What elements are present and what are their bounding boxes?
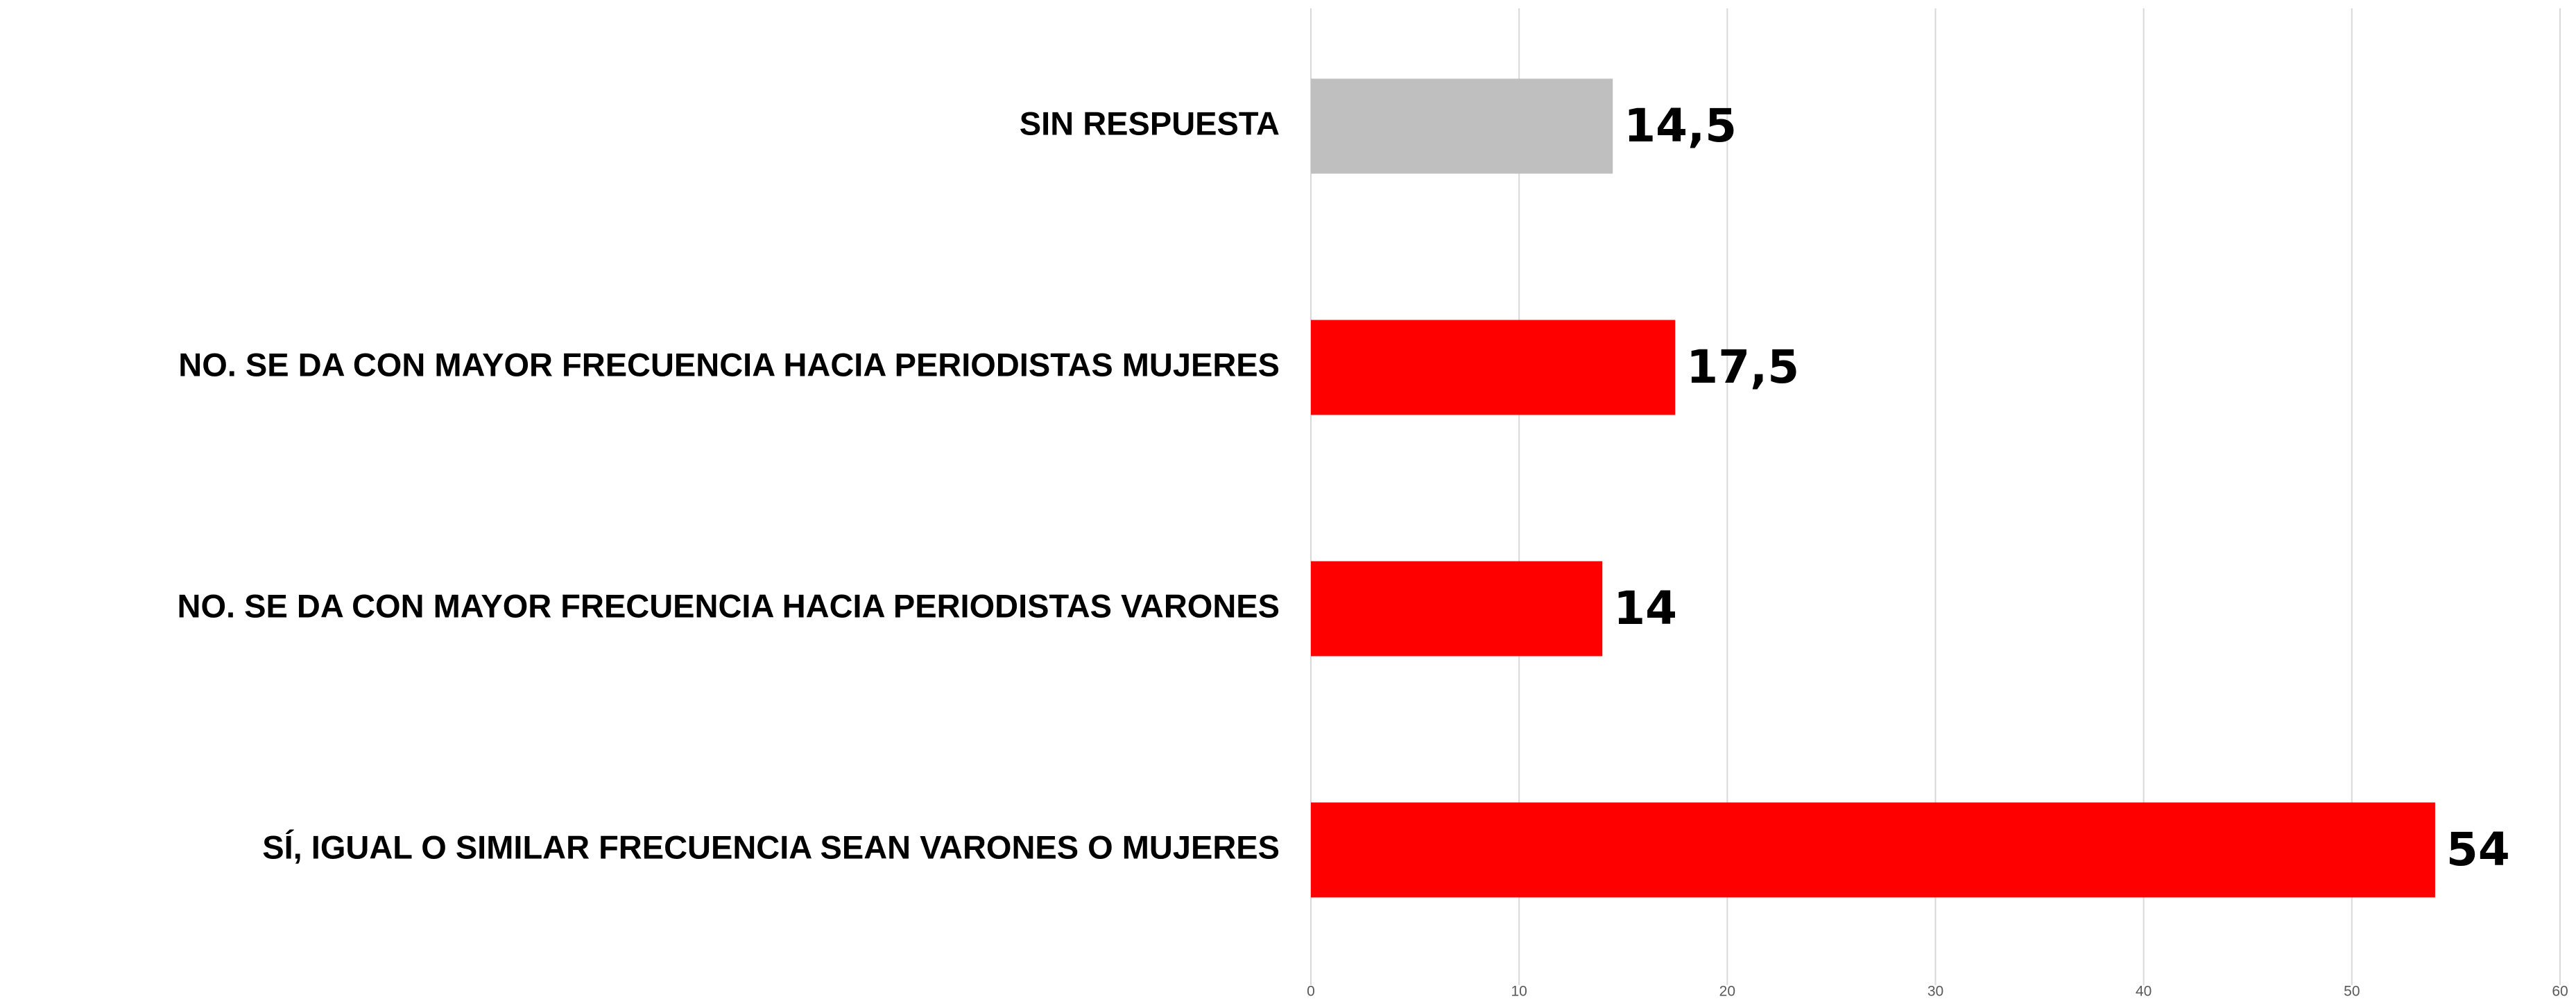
category-label: NO. SE DA CON MAYOR FRECUENCIA HACIA PER… (178, 587, 1280, 624)
category-label: NO. SE DA CON MAYOR FRECUENCIA HACIA PER… (178, 346, 1280, 383)
value-label: 14 (1613, 582, 1677, 635)
x-tick-label: 20 (1719, 984, 1735, 999)
x-tick-label: 10 (1511, 984, 1527, 999)
x-tick-label: 0 (1307, 984, 1315, 999)
x-tick-label: 50 (2344, 984, 2360, 999)
bar (1311, 320, 1676, 415)
value-label: 14,5 (1624, 99, 1737, 153)
x-tick-label: 30 (1927, 984, 1943, 999)
bar (1311, 78, 1613, 174)
value-label: 54 (2446, 823, 2510, 876)
value-label: 17,5 (1686, 340, 1799, 394)
bar (1311, 561, 1603, 657)
category-label: SIN RESPUESTA (1020, 105, 1280, 141)
category-label: SÍ, IGUAL O SIMILAR FRECUENCIA SEAN VARO… (262, 828, 1280, 865)
bar (1311, 802, 2435, 898)
x-tick-label: 40 (2136, 984, 2152, 999)
x-tick-label: 60 (2552, 984, 2568, 999)
